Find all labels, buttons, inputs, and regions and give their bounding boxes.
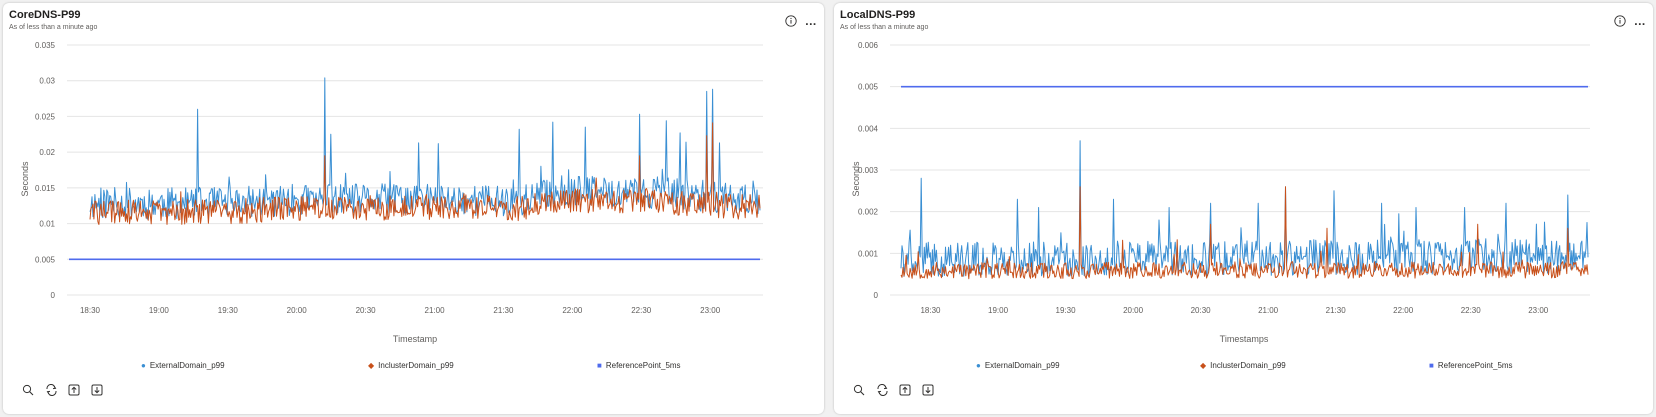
x-tick-label: 19:30	[218, 306, 239, 315]
panel-subtitle: As of less than a minute ago	[9, 24, 98, 31]
x-tick-label: 23:00	[1528, 306, 1549, 315]
x-tick-label: 22:30	[631, 306, 652, 315]
y-tick-label: 0.015	[35, 184, 56, 193]
x-tick-label: 22:00	[1393, 306, 1414, 315]
x-tick-label: 21:00	[1258, 306, 1279, 315]
x-tick-label: 20:30	[356, 306, 377, 315]
more-options-button[interactable]: ...	[805, 14, 817, 28]
x-tick-label: 19:00	[149, 306, 170, 315]
y-tick-label: 0.025	[35, 112, 56, 121]
grid	[67, 44, 763, 296]
plot-area	[900, 85, 1589, 280]
x-tick-label: 19:30	[1056, 306, 1077, 315]
legend-item-reference[interactable]: ■ ReferencePoint_5ms	[597, 361, 681, 370]
series-inclusterdomain-p99	[900, 186, 1589, 280]
zoom-icon[interactable]	[852, 383, 866, 397]
localdns-panel: LocalDNS-P99 As of less than a minute ag…	[834, 3, 1653, 414]
legend-item-external[interactable]: ● ExternalDomain_p99	[141, 361, 225, 370]
legend-item-incluster[interactable]: ◆ InclusterDomain_p99	[1200, 361, 1286, 370]
coredns-panel: CoreDNS-P99 As of less than a minute ago…	[3, 3, 824, 414]
x-tick-label: 22:00	[562, 306, 583, 315]
legend-marker: ■	[597, 361, 602, 370]
x-tick-label: 21:30	[1326, 306, 1347, 315]
series-externaldomain-p99	[900, 140, 1589, 277]
x-tick-label: 18:30	[80, 306, 101, 315]
download-icon[interactable]	[921, 383, 935, 397]
x-tick-label: 22:30	[1461, 306, 1482, 315]
panel-subtitle: As of less than a minute ago	[840, 24, 929, 31]
x-axis: 18:30 19:00 19:30 20:00 20:30 21:00 21:30 22:00…	[80, 306, 721, 315]
y-axis: 0 0.001 0.002 0.003 0.004 0.005 0.006	[858, 41, 879, 300]
x-tick-label: 19:00	[988, 306, 1009, 315]
reset-icon[interactable]	[44, 383, 58, 397]
x-axis-title: Timestamp	[393, 334, 437, 344]
reset-icon[interactable]	[875, 383, 889, 397]
legend-marker: ●	[976, 361, 981, 370]
x-tick-label: 23:00	[700, 306, 721, 315]
y-tick-label: 0.005	[35, 255, 56, 264]
legend-label: InclusterDomain_p99	[1210, 361, 1286, 370]
y-tick-label: 0.005	[858, 83, 879, 92]
y-tick-label: 0.002	[858, 208, 879, 217]
legend-label: ExternalDomain_p99	[149, 361, 225, 370]
y-tick-label: 0.03	[39, 77, 55, 86]
x-axis-title: Timestamps	[1220, 334, 1269, 344]
x-tick-label: 21:30	[493, 306, 514, 315]
y-axis-title: Seconds	[851, 161, 861, 197]
x-tick-label: 18:30	[920, 306, 941, 315]
legend-label: ReferencePoint_5ms	[1437, 361, 1513, 370]
legend-item-reference[interactable]: ■ ReferencePoint_5ms	[1429, 361, 1513, 370]
y-axis-title: Seconds	[20, 161, 30, 197]
x-tick-label: 20:00	[1123, 306, 1144, 315]
export-icon[interactable]	[67, 383, 81, 397]
y-tick-label: 0.004	[858, 124, 879, 133]
y-tick-label: 0.035	[35, 41, 56, 50]
legend-marker: ◆	[1200, 361, 1207, 370]
y-tick-label: 0.001	[858, 249, 879, 258]
download-icon[interactable]	[90, 383, 104, 397]
legend-marker: ■	[1429, 361, 1434, 370]
legend-marker: ◆	[368, 361, 375, 370]
localdns-chart: 0 0.001 0.002 0.003 0.004 0.005 0.006 18:30 19:…	[851, 41, 1590, 344]
x-axis: 18:30 19:00 19:30 20:00 20:30 21:00 21:30 22:00…	[920, 306, 1548, 315]
legend-item-incluster[interactable]: ◆ InclusterDomain_p99	[368, 361, 454, 370]
y-tick-label: 0.01	[39, 220, 55, 229]
x-tick-label: 21:00	[425, 306, 446, 315]
x-tick-label: 20:30	[1191, 306, 1212, 315]
info-icon[interactable]	[783, 13, 799, 29]
series-inclusterdomain-p99	[89, 122, 761, 225]
y-tick-label: 0.02	[39, 148, 55, 157]
zoom-icon[interactable]	[21, 383, 35, 397]
y-tick-label: 0	[874, 291, 879, 300]
x-tick-label: 20:00	[287, 306, 308, 315]
y-axis: 0 0.005 0.01 0.015 0.02 0.025 0.03 0.035	[35, 41, 56, 300]
chart-toolbar	[852, 383, 935, 397]
legend-label: ReferencePoint_5ms	[605, 361, 681, 370]
legend-marker: ●	[141, 361, 146, 370]
legend-label: ExternalDomain_p99	[984, 361, 1060, 370]
export-icon[interactable]	[898, 383, 912, 397]
y-tick-label: 0	[51, 291, 56, 300]
legend-label: InclusterDomain_p99	[378, 361, 454, 370]
plot-area	[69, 77, 761, 261]
y-tick-label: 0.006	[858, 41, 879, 50]
more-options-button[interactable]: ...	[1634, 14, 1646, 28]
chart-toolbar	[21, 383, 104, 397]
info-icon[interactable]	[1612, 13, 1628, 29]
legend-item-external[interactable]: ● ExternalDomain_p99	[976, 361, 1060, 370]
panel-title: CoreDNS-P99	[9, 9, 81, 21]
y-tick-label: 0.003	[858, 166, 879, 175]
panel-title: LocalDNS-P99	[840, 9, 916, 21]
